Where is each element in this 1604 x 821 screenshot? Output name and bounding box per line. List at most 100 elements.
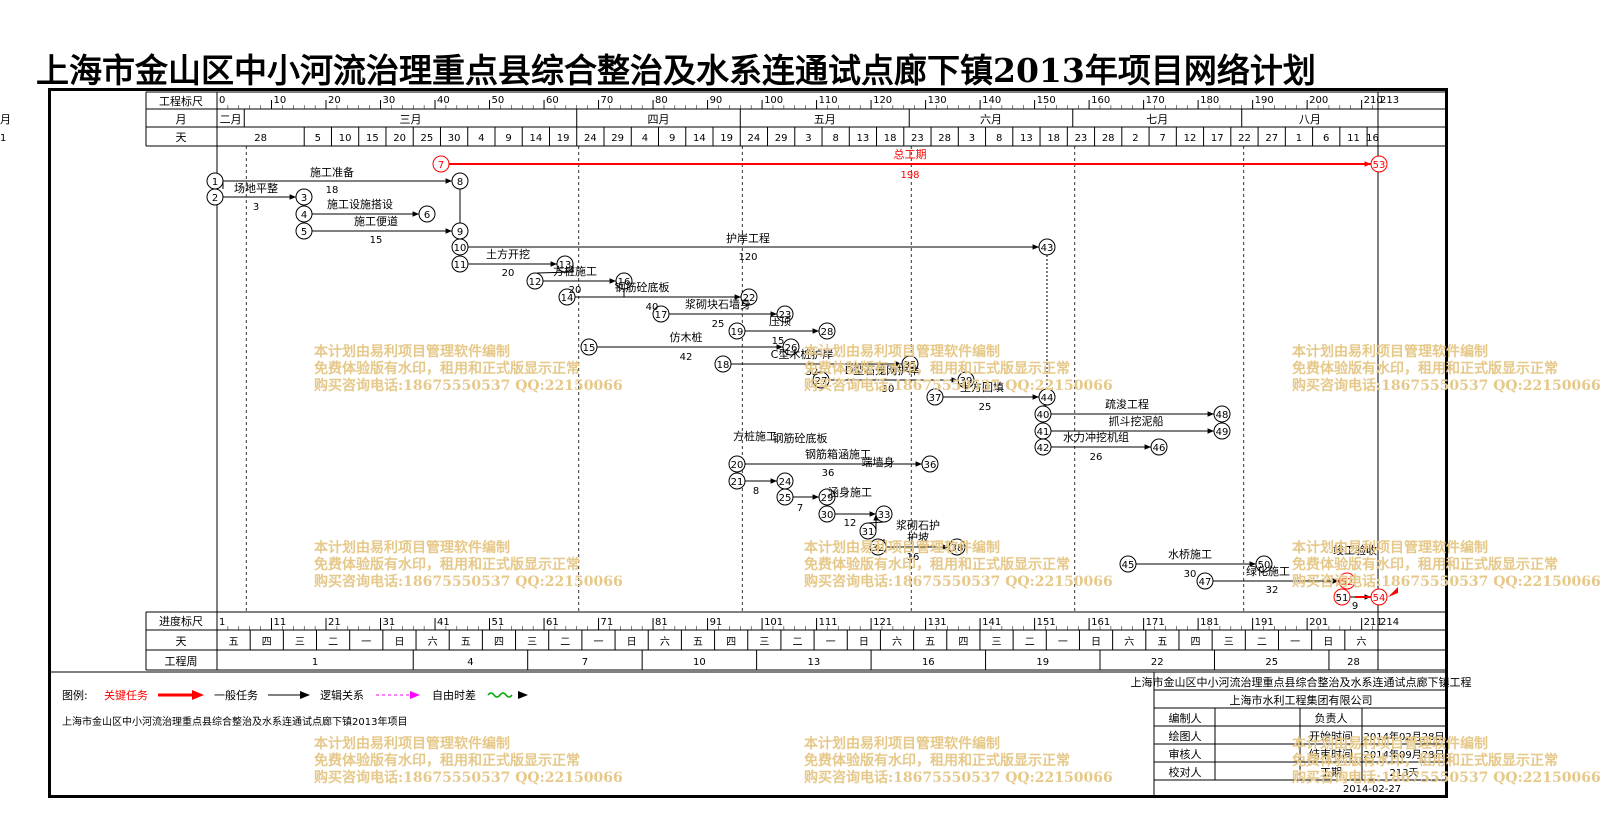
node-number: 26: [785, 343, 798, 354]
task-duration: 12: [844, 518, 857, 529]
task-name: 施工准备: [310, 165, 354, 179]
bottom-tick-label: 111: [819, 617, 838, 628]
day-tick-label: 18: [884, 133, 897, 144]
company-name: 上海市水利工程集团有限公司: [1230, 693, 1373, 707]
top-tick-label: 20: [328, 95, 341, 106]
node-number: 3: [301, 193, 307, 204]
weekday-label: 三: [527, 637, 537, 648]
node-circle: [782, 338, 800, 356]
task-name: 护坡: [907, 530, 929, 544]
day-tick-label: 9: [669, 133, 675, 144]
watermark: 本计划由易利项目管理软件编制 免费体验版有水印，租用和正式版显示正常 购买咨询电话:…: [314, 344, 623, 395]
top-scale-label: 工程标尺: [159, 94, 203, 108]
bottom-tick-label: 51: [492, 617, 505, 628]
day-tick-label: 5: [315, 133, 321, 144]
watermark-line: 免费体验版有水印，租用和正式版显示正常: [314, 753, 580, 769]
node-circle: [776, 305, 794, 323]
node-number: 23: [779, 310, 792, 321]
bottom-scale-label: 进度标尺: [159, 614, 203, 628]
bottom-tick-label: 91: [710, 617, 723, 628]
node-circle: [1034, 438, 1052, 456]
weekday-label: 日: [1323, 637, 1333, 648]
arrow-head: [1249, 561, 1256, 567]
day-tick-label: 28: [1102, 133, 1115, 144]
day-label: 天: [176, 131, 187, 144]
task-name: 竣工验收: [1333, 543, 1377, 557]
task-name: D型石笼网护岸: [845, 363, 919, 377]
top-tick-label: 170: [1146, 95, 1165, 106]
watermark: 本计划由易利项目管理软件编制 免费体验版有水印，租用和正式版显示正常 购买咨询电话:…: [804, 736, 1113, 787]
node-circle: [728, 472, 746, 490]
arrow-head: [412, 211, 419, 217]
top-tick-label: 210: [1364, 95, 1383, 106]
node-number: 46: [1153, 443, 1166, 454]
node-number: 51: [1336, 593, 1349, 604]
info-value: 2014年09月28日: [1364, 748, 1445, 761]
arrow-head: [289, 194, 296, 200]
node-number: 22: [743, 293, 756, 304]
task-name: 方桩施工: [733, 429, 777, 443]
node-number: 43: [1041, 243, 1054, 254]
task-duration: 20: [569, 285, 582, 296]
node-circle: [1338, 572, 1356, 590]
arrow-head: [734, 294, 741, 300]
top-tick-label: 70: [601, 95, 614, 106]
weekday-label: 四: [262, 637, 272, 648]
info-label: 结束时间: [1309, 748, 1353, 761]
bottom-tick-label: 141: [982, 617, 1001, 628]
watermark-line: 本计划由易利项目管理软件编制: [804, 540, 1000, 556]
weekday-label: 五: [461, 637, 471, 648]
top-tick-label: 110: [819, 95, 838, 106]
day-tick-label: 10: [339, 133, 352, 144]
watermark-line: 购买咨询电话:18675550537 QQ:22150066: [804, 574, 1113, 590]
node-circle: [432, 155, 450, 173]
node-number: 41: [1037, 427, 1050, 438]
watermark-line: 免费体验版有水印，租用和正式版显示正常: [314, 361, 580, 377]
node-number: 6: [424, 210, 430, 221]
legend-normal-head: [300, 691, 310, 699]
day-tick-label: 1: [1296, 133, 1302, 144]
arrow-head: [915, 461, 922, 467]
watermark: 本计划由易利项目管理软件编制 免费体验版有水印，租用和正式版显示正常 购买咨询电话:…: [1292, 540, 1601, 591]
node-circle: [615, 272, 633, 290]
node-number: 2: [212, 193, 218, 204]
info-label: 负责人: [1315, 711, 1348, 725]
node-circle: [875, 505, 893, 523]
node-circle: [812, 371, 830, 389]
watermark-line: 本计划由易利项目管理软件编制: [1292, 540, 1488, 556]
node-number: 31: [862, 527, 875, 538]
legend-logic: 逻辑关系: [320, 688, 364, 702]
node-number: 42: [1037, 443, 1050, 454]
info-table: 上海市金山区中小河流治理重点县综合整治及水系连通试点廊下镇工程上海市水利工程集团…: [1131, 672, 1472, 798]
task-name: 土方开挖: [486, 247, 530, 261]
arrow-head: [869, 511, 876, 517]
node-number: 44: [1041, 393, 1054, 404]
node-circle: [1034, 405, 1052, 423]
bottom-tick-label: 131: [928, 617, 947, 628]
node-number: 36: [924, 460, 937, 471]
bottom-tick-label: 171: [1146, 617, 1165, 628]
top-tick-label: 10: [274, 95, 287, 106]
weekday-label: 二: [1257, 637, 1267, 648]
week-number: 13: [807, 657, 820, 668]
watermark-line: 购买咨询电话:18675550537 QQ:22150066: [804, 770, 1113, 786]
week-number: 22: [1151, 657, 1164, 668]
weekday-label: 六: [428, 636, 438, 648]
node-circle: [451, 255, 469, 273]
bottom-tick-label: 1: [219, 617, 225, 628]
weekday-label: 三: [992, 637, 1002, 648]
weekday-label: 五: [925, 637, 935, 648]
weekday-label: 六: [892, 636, 902, 648]
watermark-line: 免费体验版有水印，租用和正式版显示正常: [1292, 557, 1558, 573]
node-circle: [1150, 438, 1168, 456]
task-duration: 36: [822, 468, 835, 479]
day-tick-label: 29: [611, 133, 624, 144]
bottom-tick-label: 81: [655, 617, 668, 628]
task-name: 端墙身: [862, 455, 895, 469]
node-number: 38: [951, 543, 964, 554]
info-label: 开始时间: [1309, 729, 1353, 743]
task-name: 疏浚工程: [1105, 397, 1149, 411]
node-circle: [776, 488, 794, 506]
node-number: 35: [904, 360, 917, 371]
info-label: 编制人: [1169, 711, 1202, 725]
